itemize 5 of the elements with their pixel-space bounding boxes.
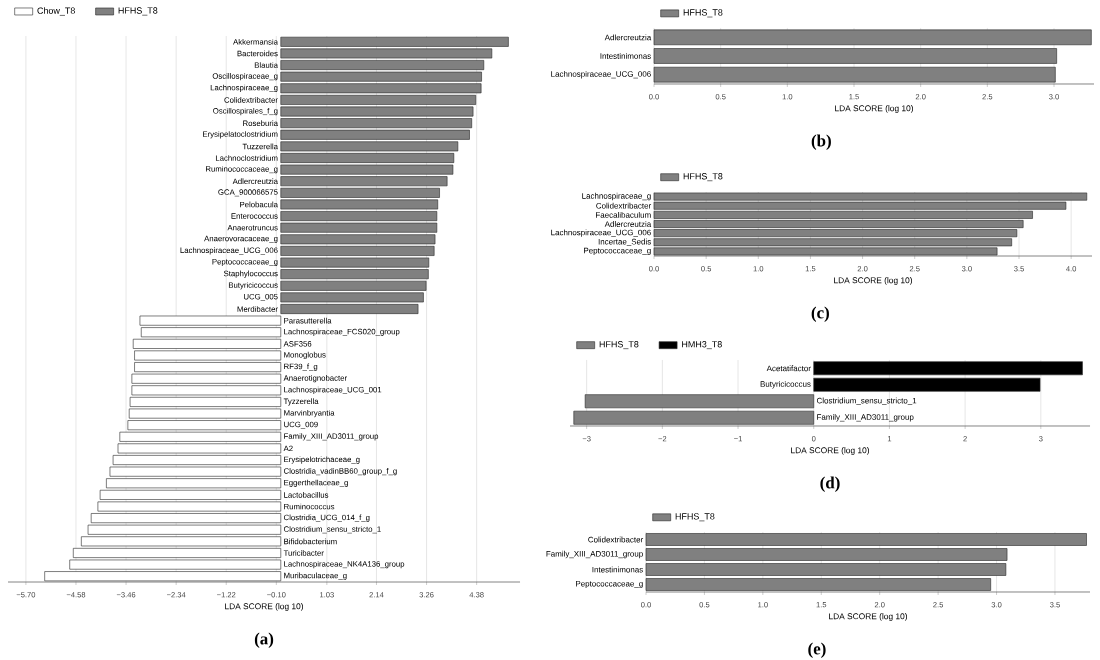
- text: (c): [811, 306, 829, 322]
- text: (d): [820, 476, 840, 492]
- text: (e): [808, 642, 826, 658]
- text: (a): [254, 632, 274, 648]
- text: (b): [811, 134, 831, 150]
